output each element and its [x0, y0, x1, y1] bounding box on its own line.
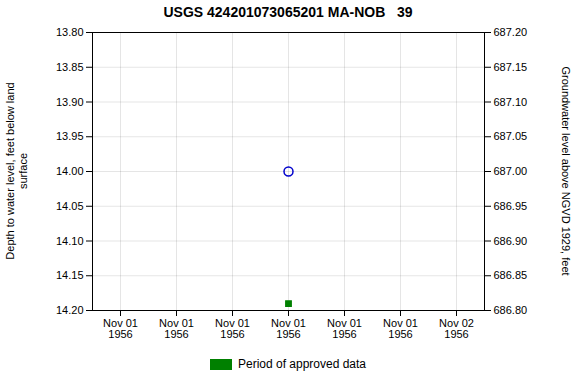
- svg-text:686.80: 686.80: [494, 304, 528, 316]
- svg-text:Nov 011956: Nov 011956: [327, 317, 362, 340]
- svg-text:Nov 011956: Nov 011956: [383, 317, 418, 340]
- svg-text:687.00: 687.00: [494, 165, 528, 177]
- html-text:USGS 424201073065201 MA-NOB 39: USGS 424201073065201 MA-NOB 39: [163, 4, 413, 20]
- svg-text:14.20: 14.20: [56, 304, 84, 316]
- svg-text:14.10: 14.10: [56, 235, 84, 247]
- svg-text:Nov 021956: Nov 021956: [439, 317, 474, 340]
- svg-text:686.85: 686.85: [494, 269, 528, 281]
- svg-text:686.90: 686.90: [494, 235, 528, 247]
- svg-text:Nov 011956: Nov 011956: [159, 317, 194, 340]
- svg-text:687.05: 687.05: [494, 130, 528, 142]
- svg-text:14.00: 14.00: [56, 165, 84, 177]
- svg-text:13.90: 13.90: [56, 96, 84, 108]
- svg-text:Depth to water level, feet bel: Depth to water level, feet below landsur…: [4, 82, 29, 259]
- svg-text:13.80: 13.80: [56, 26, 84, 38]
- html-text:Period of approved data: Period of approved data: [238, 357, 366, 371]
- svg-text:14.05: 14.05: [56, 200, 84, 212]
- svg-text:Groundwater level above NGVD 1: Groundwater level above NGVD 1929, feet: [560, 66, 572, 275]
- svg-text:13.85: 13.85: [56, 61, 84, 73]
- svg-text:Nov 011956: Nov 011956: [271, 317, 306, 340]
- svg-text:Nov 011956: Nov 011956: [103, 317, 138, 340]
- svg-text:Nov 011956: Nov 011956: [215, 317, 250, 340]
- svg-text:687.20: 687.20: [494, 26, 528, 38]
- svg-text:14.15: 14.15: [56, 269, 84, 281]
- svg-text:687.10: 687.10: [494, 96, 528, 108]
- svg-text:687.15: 687.15: [494, 61, 528, 73]
- svg-text:686.95: 686.95: [494, 200, 528, 212]
- svg-text:13.95: 13.95: [56, 130, 84, 142]
